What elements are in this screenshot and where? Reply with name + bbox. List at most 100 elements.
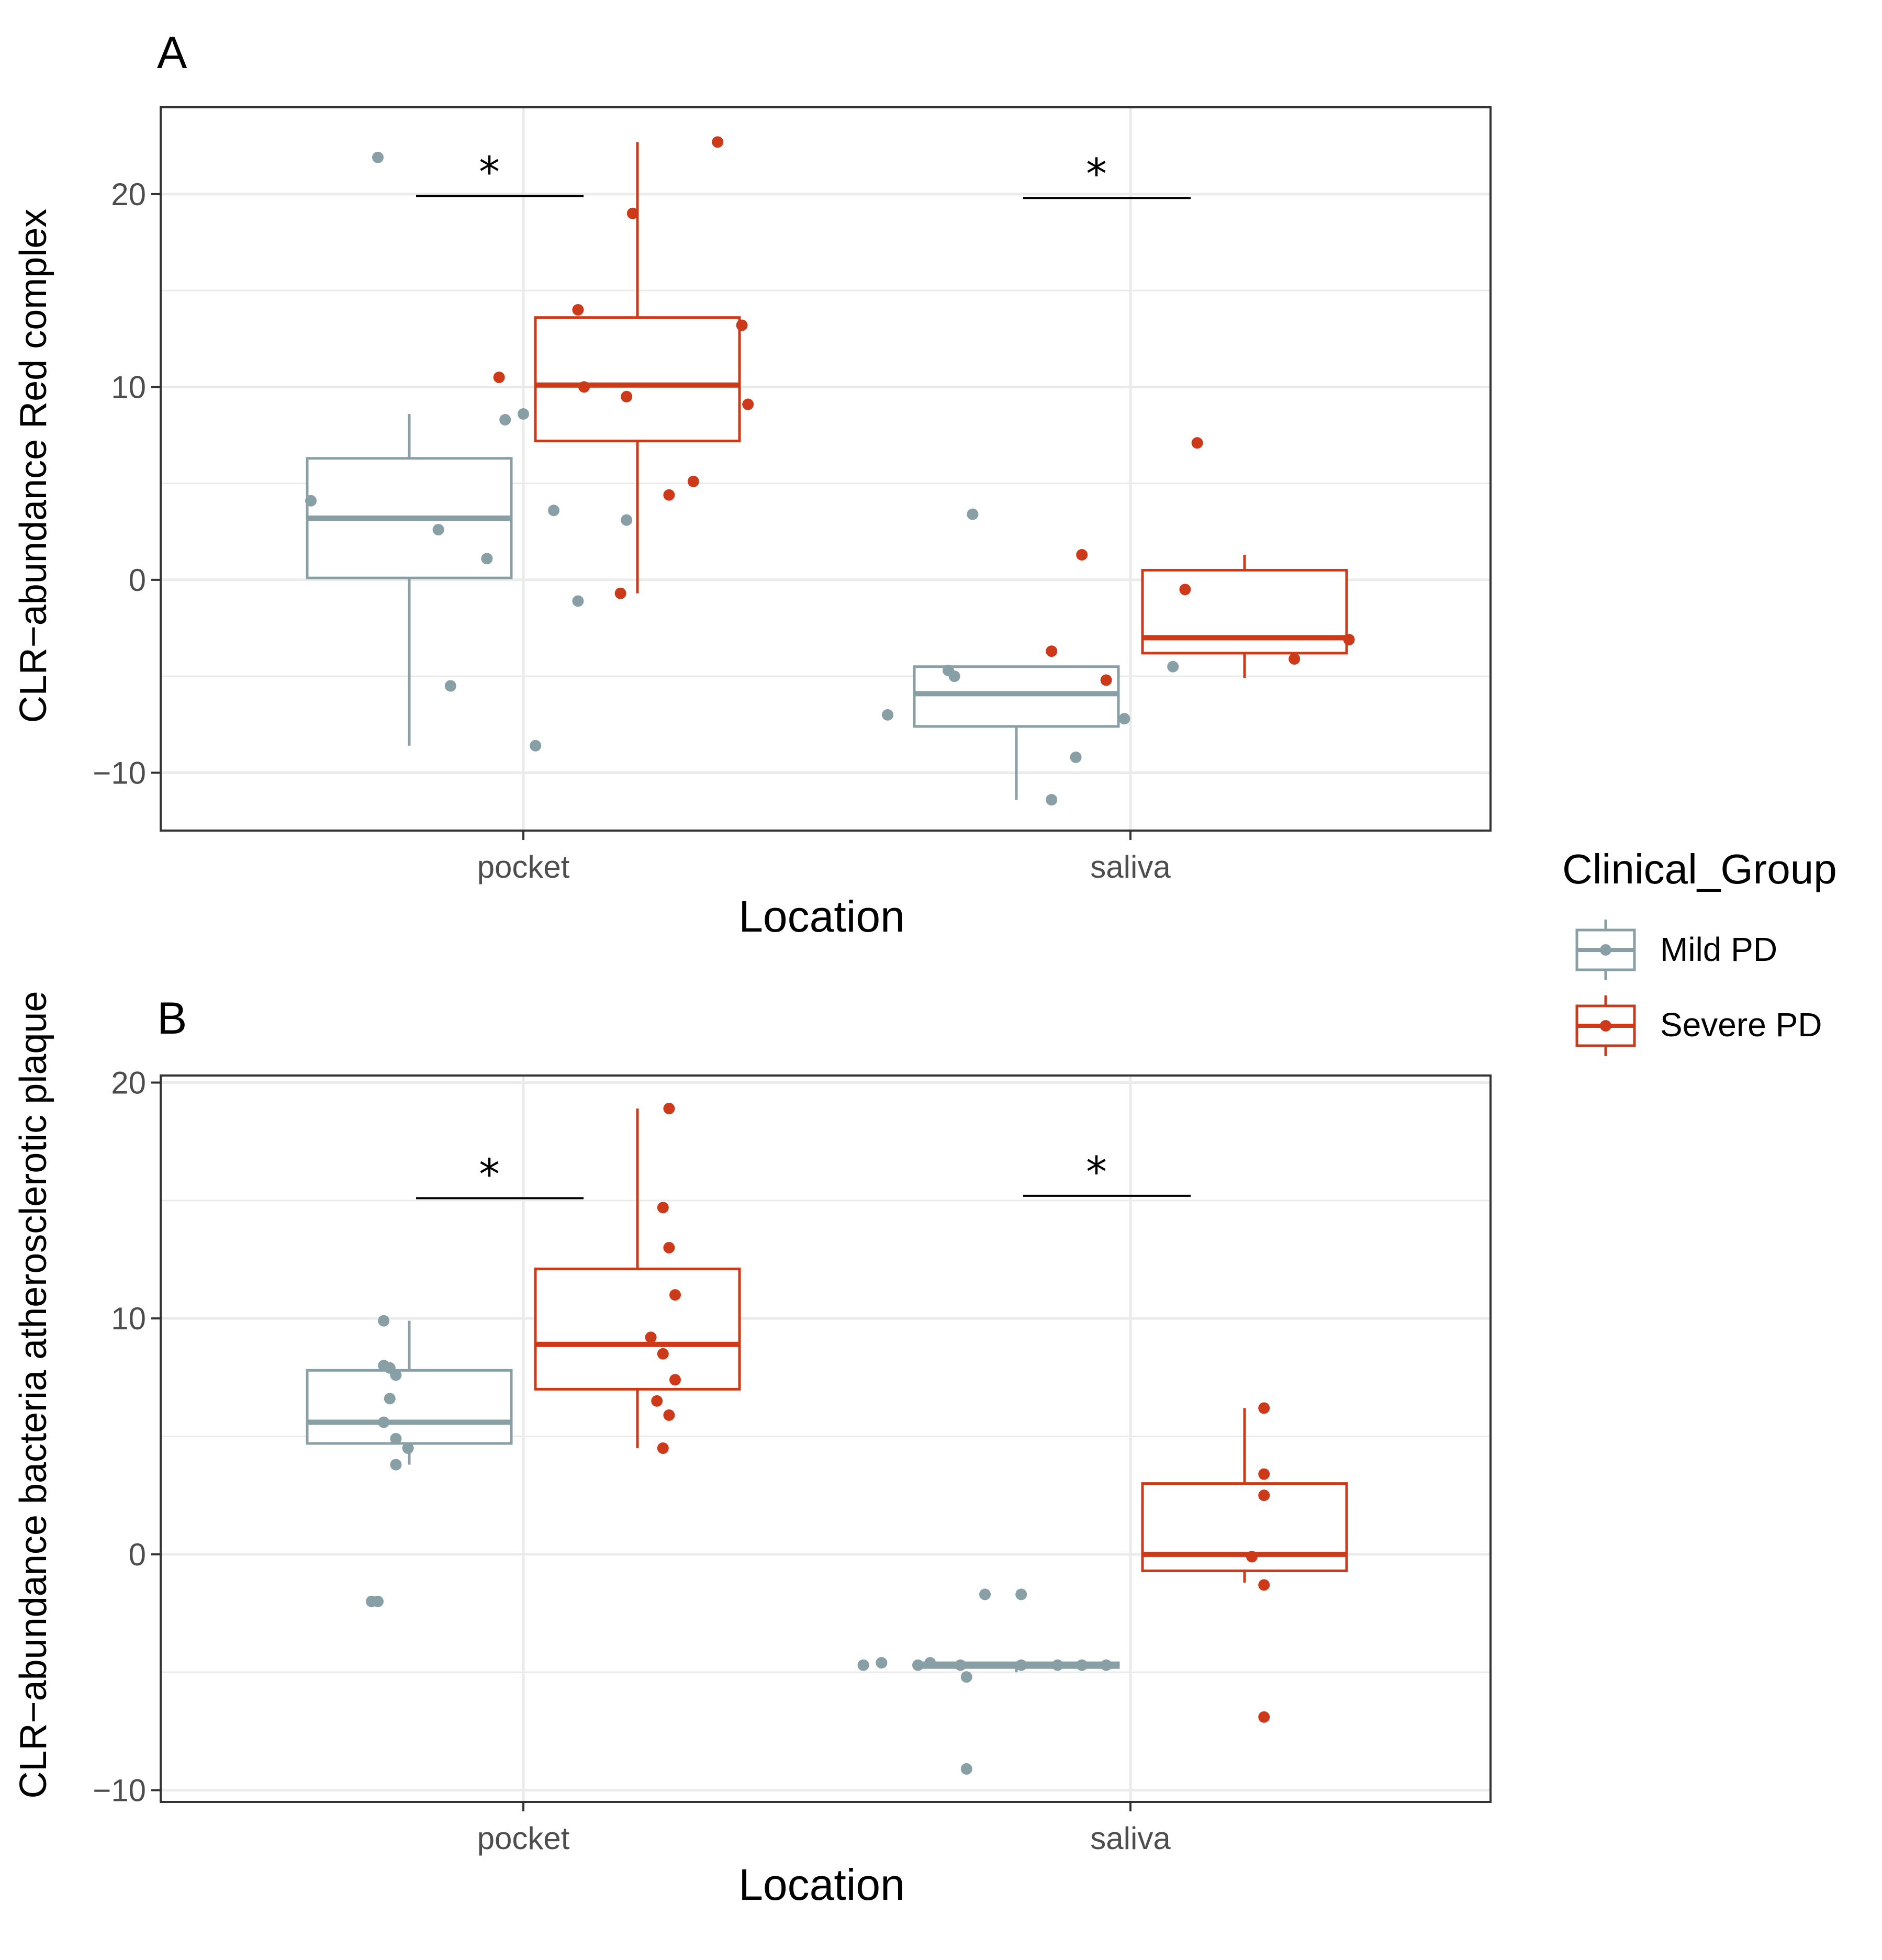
panel-a-y-axis-title: CLR−abundance Red complex [13, 209, 54, 723]
data-point [742, 398, 754, 410]
data-point [432, 524, 444, 536]
y-tick-label: 10 [111, 1301, 146, 1336]
box-pocket-severe-pd [534, 1103, 741, 1454]
data-point [530, 740, 542, 752]
legend-point [1600, 1020, 1611, 1032]
x-tick-label-saliva: saliva [1090, 849, 1171, 884]
data-point [1179, 584, 1191, 596]
data-point [960, 1671, 972, 1683]
data-point [1076, 1659, 1088, 1671]
data-point [651, 1395, 663, 1407]
box-body [306, 1369, 513, 1445]
data-point [481, 553, 493, 565]
data-point [657, 1348, 669, 1360]
data-point [1118, 713, 1130, 725]
panel-label-b: B [157, 993, 187, 1044]
plot-border [160, 106, 1492, 832]
data-point [967, 508, 979, 520]
data-point [669, 1289, 681, 1301]
data-point [1289, 653, 1301, 665]
data-point [384, 1393, 396, 1405]
data-point [736, 319, 748, 331]
y-tick-label: −10 [93, 1773, 146, 1808]
data-point [645, 1331, 657, 1343]
y-tick-label: 0 [129, 563, 146, 598]
data-point [663, 1103, 675, 1115]
data-point [657, 1442, 669, 1454]
data-point [663, 1409, 675, 1421]
box-pocket-mild-pd [306, 1315, 513, 1607]
data-point [1046, 645, 1058, 657]
data-point [305, 495, 317, 507]
data-point [390, 1459, 402, 1471]
box-pocket-mild-pd [305, 151, 633, 752]
legend-label-severe-pd: Severe PD [1660, 1006, 1822, 1044]
significance-star: * [1086, 1148, 1107, 1196]
box-pocket-severe-pd [493, 136, 754, 599]
box-saliva-severe-pd [1046, 437, 1355, 686]
data-point [1258, 1711, 1270, 1723]
data-point [663, 489, 675, 501]
significance-star: * [1086, 150, 1107, 198]
data-point [1258, 1579, 1270, 1591]
y-tick-label: 10 [111, 369, 146, 405]
data-point [390, 1433, 402, 1444]
data-point [390, 1369, 402, 1381]
data-point [402, 1442, 414, 1454]
data-point [621, 390, 633, 402]
data-point [1100, 674, 1112, 686]
box-body [913, 665, 1120, 728]
data-point [960, 1763, 972, 1775]
data-point [493, 371, 505, 383]
outlier-point [372, 1595, 384, 1607]
data-point [1070, 751, 1082, 763]
significance-star: * [479, 148, 500, 197]
data-point [687, 475, 699, 487]
y-tick-label: 20 [111, 1066, 146, 1101]
data-point [1015, 1588, 1027, 1600]
legend-title: Clinical_Group [1562, 846, 1837, 892]
data-point [1191, 437, 1203, 449]
outlier-point [372, 151, 384, 163]
box-saliva-severe-pd [1141, 1402, 1348, 1723]
data-point [1015, 1659, 1027, 1671]
data-point [712, 136, 724, 148]
panel-label-a: A [157, 28, 187, 78]
data-point [614, 587, 626, 599]
y-tick-label: 0 [129, 1537, 146, 1572]
data-point [657, 1202, 669, 1214]
data-point [876, 1657, 888, 1669]
data-point [882, 709, 893, 721]
data-point [518, 408, 529, 420]
data-point [578, 381, 590, 393]
data-point [955, 1659, 967, 1671]
data-point [1167, 660, 1179, 673]
data-point [669, 1374, 681, 1386]
data-point [857, 1659, 869, 1671]
data-point [1258, 1468, 1270, 1480]
data-point [548, 505, 559, 517]
data-point [1051, 1659, 1063, 1671]
outlier-point [979, 1588, 991, 1600]
data-point [572, 304, 584, 316]
panel-b-y-axis-title: CLR−abundance bacteria atherosclerotic p… [13, 991, 54, 1798]
panel-b-x-axis-title: Location [738, 1860, 905, 1909]
legend-point [1600, 944, 1611, 956]
legend-key-mild-pd [1575, 920, 1636, 980]
data-point [1258, 1489, 1270, 1502]
y-tick-label: 20 [111, 177, 146, 212]
data-point [924, 1657, 936, 1669]
data-point [1100, 1659, 1112, 1671]
box-saliva-mild-pd [857, 1588, 1120, 1775]
data-point [1246, 1551, 1258, 1563]
box-body [1141, 568, 1348, 655]
data-point [948, 670, 960, 682]
data-point [621, 514, 633, 526]
box-body [534, 316, 741, 443]
data-point [378, 1315, 390, 1327]
data-point [499, 414, 511, 426]
data-point [626, 207, 638, 219]
x-tick-label-pocket: pocket [477, 849, 570, 884]
box-saliva-mild-pd [882, 508, 1179, 806]
